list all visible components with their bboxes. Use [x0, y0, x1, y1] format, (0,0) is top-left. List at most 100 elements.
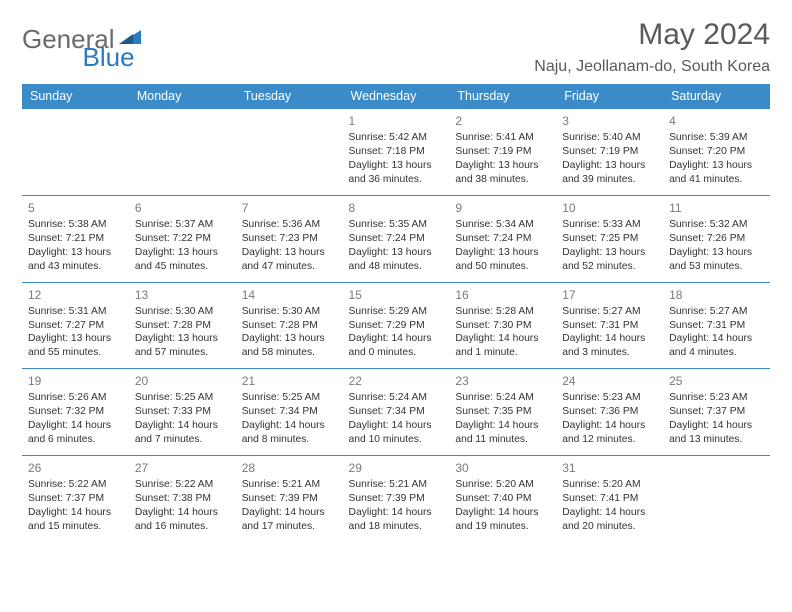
day-cell: 8Sunrise: 5:35 AMSunset: 7:24 PMDaylight…: [343, 195, 450, 282]
daylight-text: and 41 minutes.: [669, 173, 764, 187]
weekday-header: Friday: [556, 84, 663, 109]
daylight-text: and 45 minutes.: [135, 260, 230, 274]
day-number: 4: [669, 113, 764, 129]
day-number: 13: [135, 287, 230, 303]
daylight-text: and 11 minutes.: [455, 433, 550, 447]
sunset-text: Sunset: 7:20 PM: [669, 145, 764, 159]
daylight-text: and 55 minutes.: [28, 346, 123, 360]
sunset-text: Sunset: 7:31 PM: [669, 319, 764, 333]
daylight-text: Daylight: 14 hours: [455, 332, 550, 346]
sunset-text: Sunset: 7:22 PM: [135, 232, 230, 246]
daylight-text: and 0 minutes.: [349, 346, 444, 360]
day-number: 18: [669, 287, 764, 303]
sunset-text: Sunset: 7:37 PM: [669, 405, 764, 419]
sunrise-text: Sunrise: 5:30 AM: [242, 305, 337, 319]
weekday-header: Tuesday: [236, 84, 343, 109]
daylight-text: Daylight: 13 hours: [135, 246, 230, 260]
daylight-text: and 13 minutes.: [669, 433, 764, 447]
sunset-text: Sunset: 7:39 PM: [242, 492, 337, 506]
sunrise-text: Sunrise: 5:38 AM: [28, 218, 123, 232]
daylight-text: Daylight: 14 hours: [242, 506, 337, 520]
sunrise-text: Sunrise: 5:20 AM: [562, 478, 657, 492]
sunset-text: Sunset: 7:37 PM: [28, 492, 123, 506]
calendar-table: Sunday Monday Tuesday Wednesday Thursday…: [22, 84, 770, 542]
day-number: 31: [562, 460, 657, 476]
daylight-text: Daylight: 13 hours: [28, 246, 123, 260]
day-number: 20: [135, 373, 230, 389]
daylight-text: and 19 minutes.: [455, 520, 550, 534]
day-cell: 29Sunrise: 5:21 AMSunset: 7:39 PMDayligh…: [343, 456, 450, 542]
daylight-text: and 6 minutes.: [28, 433, 123, 447]
day-number: 16: [455, 287, 550, 303]
daylight-text: and 8 minutes.: [242, 433, 337, 447]
day-cell: 18Sunrise: 5:27 AMSunset: 7:31 PMDayligh…: [663, 282, 770, 369]
day-cell: 30Sunrise: 5:20 AMSunset: 7:40 PMDayligh…: [449, 456, 556, 542]
sunset-text: Sunset: 7:23 PM: [242, 232, 337, 246]
sunset-text: Sunset: 7:34 PM: [242, 405, 337, 419]
day-number: 7: [242, 200, 337, 216]
daylight-text: and 57 minutes.: [135, 346, 230, 360]
sunrise-text: Sunrise: 5:41 AM: [455, 131, 550, 145]
day-number: 1: [349, 113, 444, 129]
sunrise-text: Sunrise: 5:26 AM: [28, 391, 123, 405]
day-number: 2: [455, 113, 550, 129]
sunset-text: Sunset: 7:28 PM: [242, 319, 337, 333]
sunrise-text: Sunrise: 5:29 AM: [349, 305, 444, 319]
day-number: 21: [242, 373, 337, 389]
day-cell: 11Sunrise: 5:32 AMSunset: 7:26 PMDayligh…: [663, 195, 770, 282]
daylight-text: and 10 minutes.: [349, 433, 444, 447]
daylight-text: Daylight: 13 hours: [135, 332, 230, 346]
day-cell: [129, 109, 236, 196]
sunset-text: Sunset: 7:21 PM: [28, 232, 123, 246]
day-cell: [663, 456, 770, 542]
sunset-text: Sunset: 7:29 PM: [349, 319, 444, 333]
day-number: 19: [28, 373, 123, 389]
day-cell: [22, 109, 129, 196]
location-text: Naju, Jeollanam-do, South Korea: [534, 58, 770, 76]
sunrise-text: Sunrise: 5:22 AM: [28, 478, 123, 492]
daylight-text: and 52 minutes.: [562, 260, 657, 274]
day-cell: 7Sunrise: 5:36 AMSunset: 7:23 PMDaylight…: [236, 195, 343, 282]
daylight-text: Daylight: 14 hours: [562, 506, 657, 520]
sunset-text: Sunset: 7:41 PM: [562, 492, 657, 506]
sunrise-text: Sunrise: 5:40 AM: [562, 131, 657, 145]
day-cell: 2Sunrise: 5:41 AMSunset: 7:19 PMDaylight…: [449, 109, 556, 196]
sunrise-text: Sunrise: 5:28 AM: [455, 305, 550, 319]
week-row: 19Sunrise: 5:26 AMSunset: 7:32 PMDayligh…: [22, 369, 770, 456]
sunrise-text: Sunrise: 5:25 AM: [242, 391, 337, 405]
week-row: 1Sunrise: 5:42 AMSunset: 7:18 PMDaylight…: [22, 109, 770, 196]
sunrise-text: Sunrise: 5:30 AM: [135, 305, 230, 319]
sunrise-text: Sunrise: 5:34 AM: [455, 218, 550, 232]
day-number: 23: [455, 373, 550, 389]
day-number: 9: [455, 200, 550, 216]
sunrise-text: Sunrise: 5:23 AM: [562, 391, 657, 405]
day-cell: 15Sunrise: 5:29 AMSunset: 7:29 PMDayligh…: [343, 282, 450, 369]
day-number: 28: [242, 460, 337, 476]
logo-text-blue: Blue: [83, 42, 135, 73]
daylight-text: and 53 minutes.: [669, 260, 764, 274]
daylight-text: Daylight: 14 hours: [135, 506, 230, 520]
weekday-header: Wednesday: [343, 84, 450, 109]
sunset-text: Sunset: 7:27 PM: [28, 319, 123, 333]
daylight-text: and 36 minutes.: [349, 173, 444, 187]
daylight-text: and 3 minutes.: [562, 346, 657, 360]
daylight-text: Daylight: 13 hours: [455, 246, 550, 260]
sunrise-text: Sunrise: 5:31 AM: [28, 305, 123, 319]
day-cell: 14Sunrise: 5:30 AMSunset: 7:28 PMDayligh…: [236, 282, 343, 369]
sunset-text: Sunset: 7:26 PM: [669, 232, 764, 246]
daylight-text: and 50 minutes.: [455, 260, 550, 274]
daylight-text: Daylight: 13 hours: [669, 159, 764, 173]
daylight-text: and 12 minutes.: [562, 433, 657, 447]
day-cell: 24Sunrise: 5:23 AMSunset: 7:36 PMDayligh…: [556, 369, 663, 456]
daylight-text: Daylight: 13 hours: [562, 246, 657, 260]
sunset-text: Sunset: 7:35 PM: [455, 405, 550, 419]
daylight-text: Daylight: 14 hours: [669, 332, 764, 346]
daylight-text: Daylight: 13 hours: [349, 246, 444, 260]
sunrise-text: Sunrise: 5:36 AM: [242, 218, 337, 232]
day-cell: 20Sunrise: 5:25 AMSunset: 7:33 PMDayligh…: [129, 369, 236, 456]
day-cell: 10Sunrise: 5:33 AMSunset: 7:25 PMDayligh…: [556, 195, 663, 282]
week-row: 26Sunrise: 5:22 AMSunset: 7:37 PMDayligh…: [22, 456, 770, 542]
sunrise-text: Sunrise: 5:33 AM: [562, 218, 657, 232]
daylight-text: and 38 minutes.: [455, 173, 550, 187]
day-number: 12: [28, 287, 123, 303]
